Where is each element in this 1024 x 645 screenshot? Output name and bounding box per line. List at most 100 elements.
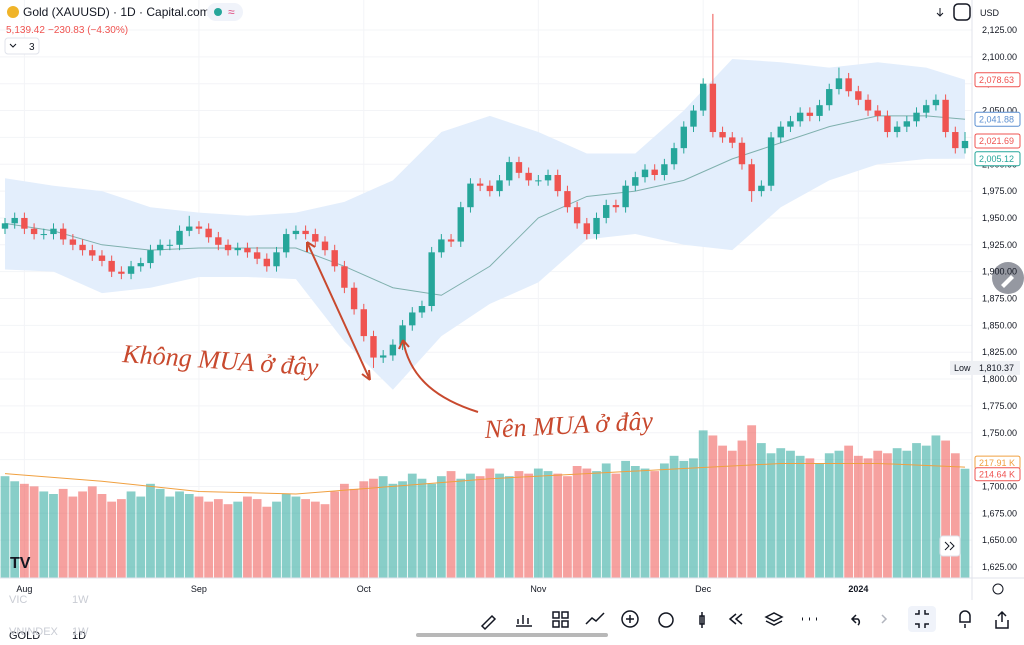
add[interactable] (621, 610, 639, 628)
volume-bar (727, 450, 737, 578)
band-fill (5, 58, 965, 390)
candle-body (118, 271, 125, 274)
layout-button[interactable] (953, 3, 971, 21)
watch-symbol[interactable]: VIC (9, 594, 27, 606)
volume-tag-label: 214.64 K (979, 470, 1015, 480)
candle-body (738, 142, 746, 165)
candle-body (263, 258, 271, 267)
watchlist: VIC 1W GOLD 1D VNINDEX 1W (9, 594, 89, 642)
candle-body (855, 91, 862, 100)
volume-bar (466, 473, 475, 578)
candle-body (409, 312, 416, 326)
price-tag (974, 111, 1021, 127)
watch-interval[interactable]: 1W (72, 626, 89, 638)
candle-body (661, 164, 668, 175)
watch-symbol[interactable]: GOLD (9, 630, 40, 642)
pen-tool[interactable] (480, 614, 497, 631)
scroll-right-button[interactable] (939, 535, 961, 557)
indicator-count: 3 (29, 42, 35, 53)
download-icon[interactable] (936, 8, 944, 17)
volume-bar (10, 481, 20, 578)
candle-body (127, 266, 135, 274)
candle-body (893, 126, 901, 133)
replay[interactable] (699, 612, 705, 628)
undo[interactable] (850, 614, 861, 626)
candle-body (292, 230, 300, 235)
status-pill[interactable] (207, 3, 243, 21)
candle-body (758, 185, 765, 192)
approx-icon: ≈ (228, 5, 235, 19)
volume-bar (68, 496, 78, 578)
idea[interactable] (959, 610, 971, 628)
volume-bar (679, 460, 689, 578)
candle-body (321, 241, 329, 251)
volume-bar (941, 440, 951, 578)
alert[interactable] (658, 612, 674, 628)
candle-body (651, 169, 658, 175)
candle-body (350, 287, 358, 310)
indicators-toggle[interactable] (4, 37, 40, 55)
candle-body (554, 174, 561, 192)
fullscreen-bg[interactable] (908, 606, 936, 632)
candle-body (884, 115, 891, 133)
layouts[interactable] (552, 611, 569, 628)
candle-body (719, 132, 726, 138)
candle-body (515, 162, 523, 173)
x-tick-label: Sep (191, 584, 207, 594)
volume-bar (116, 499, 126, 578)
volume-bar (524, 473, 534, 578)
y-tick-label: 2,050.00 (982, 106, 1017, 116)
redo[interactable] (881, 614, 888, 624)
candle-body (961, 140, 969, 149)
volume-bar (320, 504, 330, 578)
settings-icon[interactable] (992, 583, 1004, 595)
volume-bar (533, 468, 543, 578)
watch-interval[interactable]: 1D (72, 630, 86, 642)
volume-bar (630, 466, 640, 578)
plot-area (0, 0, 972, 578)
watch-symbol[interactable]: VNINDEX (9, 626, 59, 638)
y-tick-label: 1,750.00 (982, 428, 1017, 438)
candle-body (59, 228, 67, 240)
candle-body (457, 207, 464, 242)
candle-body (438, 239, 445, 253)
volume-bar (514, 471, 524, 578)
chevron-icon (9, 43, 17, 48)
volume-tag (974, 467, 1021, 482)
exit-fullscreen[interactable] (915, 610, 929, 628)
candle-body (544, 174, 552, 181)
y-tick-label: 1,800.00 (982, 374, 1017, 384)
candle-body (612, 205, 620, 208)
candle-body (622, 185, 629, 208)
indicators[interactable] (585, 612, 605, 625)
currency[interactable]: USD (980, 8, 1000, 18)
volume-bar (475, 476, 485, 578)
candle-body (166, 244, 174, 246)
symbol-title[interactable]: Gold (XAUUSD) · 1D · Capital.com (23, 5, 210, 19)
chevrons-icon (944, 541, 955, 551)
volume-bar (369, 478, 378, 578)
candle-body (205, 228, 212, 238)
volume-bar (611, 473, 621, 578)
candle-body (40, 234, 47, 236)
watch-interval[interactable]: 1W (72, 594, 89, 606)
volume-bar (378, 476, 388, 578)
volume-bar (795, 455, 805, 578)
volume-bar (737, 440, 747, 578)
rewind[interactable] (728, 613, 743, 625)
candle-body (147, 250, 154, 264)
candle-body (796, 112, 804, 122)
layers[interactable] (764, 612, 784, 626)
volume-bar (747, 425, 757, 578)
candle-body (79, 244, 86, 251)
volume-bar (87, 486, 97, 578)
volume-bar (495, 473, 504, 578)
share[interactable] (995, 610, 1009, 629)
price-tag-label: 2,078.63 (979, 75, 1014, 85)
volume-bar (349, 488, 359, 578)
candle-body (176, 230, 183, 245)
chart-type[interactable] (516, 615, 532, 627)
y-tick-label: 1,900.00 (982, 267, 1017, 277)
volume-bar (97, 494, 107, 578)
